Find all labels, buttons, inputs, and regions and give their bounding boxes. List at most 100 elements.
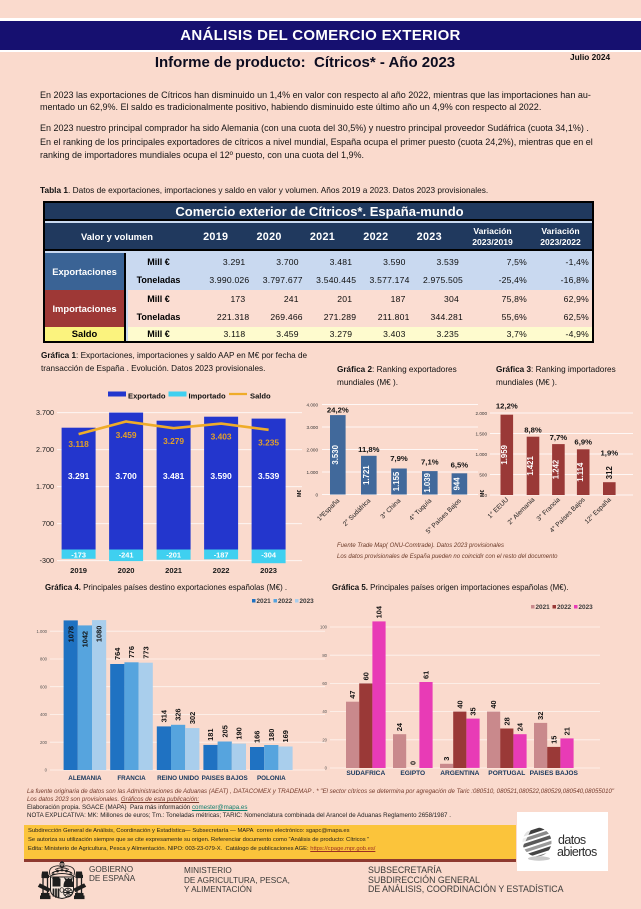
svg-text:Saldo: Saldo (250, 392, 271, 401)
svg-text:60: 60 (361, 672, 370, 680)
svg-text:314: 314 (160, 709, 169, 722)
svg-text:190: 190 (235, 727, 244, 739)
svg-text:2.000: 2.000 (476, 411, 488, 416)
svg-text:1.000: 1.000 (476, 452, 488, 457)
svg-text:M€: M€ (297, 490, 303, 497)
svg-text:776: 776 (127, 646, 136, 658)
svg-text:1.114: 1.114 (576, 462, 585, 482)
svg-text:3.700: 3.700 (115, 471, 137, 481)
svg-text:3.700: 3.700 (36, 408, 54, 417)
svg-text:15: 15 (549, 736, 558, 744)
svg-text:2022: 2022 (213, 566, 230, 575)
svg-text:773: 773 (141, 646, 150, 658)
svg-text:166: 166 (253, 731, 262, 743)
svg-text:1,9%: 1,9% (601, 449, 619, 458)
svg-text:3.481: 3.481 (163, 471, 185, 481)
svg-text:1.721: 1.721 (362, 465, 371, 485)
svg-text:2.000: 2.000 (307, 447, 319, 452)
svg-text:3.279: 3.279 (163, 436, 184, 446)
svg-text:0: 0 (315, 492, 318, 497)
svg-text:24: 24 (516, 722, 525, 731)
svg-text:312: 312 (605, 466, 614, 480)
svg-text:6,5%: 6,5% (451, 461, 469, 470)
svg-text:7,9%: 7,9% (390, 454, 408, 463)
svg-text:302: 302 (188, 712, 197, 724)
svg-text:4° Tuquía: 4° Tuquía (408, 497, 434, 523)
svg-text:4.000: 4.000 (307, 402, 319, 407)
svg-text:80: 80 (322, 653, 327, 658)
svg-text:40: 40 (322, 709, 327, 714)
svg-text:POLONIA: POLONIA (257, 775, 286, 782)
svg-text:700: 700 (42, 519, 54, 528)
svg-text:PAISES BAJOS: PAISES BAJOS (530, 770, 579, 777)
svg-text:40: 40 (455, 700, 464, 708)
svg-text:2021: 2021 (536, 604, 551, 611)
svg-text:3° Francia: 3° Francia (535, 496, 562, 523)
svg-text:1.242: 1.242 (551, 459, 560, 479)
svg-text:200: 200 (40, 740, 48, 745)
svg-text:180: 180 (267, 729, 276, 741)
svg-text:2022: 2022 (557, 604, 572, 611)
svg-text:47: 47 (348, 690, 357, 698)
svg-text:2022: 2022 (278, 598, 293, 605)
svg-text:8,8%: 8,8% (524, 426, 542, 435)
svg-text:2° Alemania: 2° Alemania (506, 496, 537, 527)
svg-text:181: 181 (206, 729, 215, 741)
svg-text:600: 600 (40, 684, 48, 689)
svg-text:3.530: 3.530 (331, 444, 340, 464)
svg-text:FRANCIA: FRANCIA (117, 775, 146, 782)
svg-text:12° España: 12° España (583, 496, 613, 526)
svg-text:Importado: Importado (189, 392, 226, 401)
svg-text:ALEMANIA: ALEMANIA (68, 775, 102, 782)
svg-text:60: 60 (322, 681, 327, 686)
svg-text:3.539: 3.539 (258, 471, 280, 481)
svg-text:1.421: 1.421 (526, 455, 535, 475)
svg-text:-201: -201 (166, 551, 181, 560)
svg-text:1080: 1080 (95, 626, 104, 642)
svg-text:3° China: 3° China (379, 497, 403, 521)
svg-text:0: 0 (408, 761, 417, 765)
svg-text:104: 104 (375, 605, 384, 618)
svg-text:800: 800 (40, 657, 48, 662)
svg-text:1042: 1042 (81, 631, 90, 647)
svg-text:1.039: 1.039 (423, 472, 432, 492)
svg-text:M€: M€ (480, 490, 486, 497)
svg-text:1ªEspaña: 1ªEspaña (316, 497, 341, 522)
svg-text:3.459: 3.459 (116, 430, 137, 440)
svg-text:3.590: 3.590 (210, 471, 232, 481)
svg-text:169: 169 (281, 730, 290, 742)
svg-text:12,2%: 12,2% (496, 402, 518, 411)
svg-text:-241: -241 (119, 551, 134, 560)
svg-text:32: 32 (536, 712, 545, 720)
svg-text:PAISES BAJOS: PAISES BAJOS (202, 775, 248, 782)
svg-text:944: 944 (452, 477, 461, 491)
svg-text:28: 28 (502, 717, 511, 725)
svg-text:764: 764 (113, 647, 122, 660)
svg-text:1.000: 1.000 (307, 470, 319, 475)
svg-text:20: 20 (322, 737, 327, 742)
svg-text:100: 100 (320, 625, 328, 630)
svg-text:11,8%: 11,8% (358, 445, 380, 454)
svg-text:0: 0 (325, 766, 328, 771)
svg-text:2023: 2023 (300, 598, 315, 605)
svg-text:1.500: 1.500 (476, 431, 488, 436)
svg-text:40: 40 (489, 700, 498, 708)
svg-text:2023: 2023 (260, 566, 277, 575)
svg-text:326: 326 (174, 708, 183, 720)
svg-text:24: 24 (395, 722, 404, 731)
svg-text:-173: -173 (71, 551, 86, 560)
svg-text:7,1%: 7,1% (421, 458, 439, 467)
svg-text:1° EEUU: 1° EEUU (486, 496, 511, 521)
svg-text:1.000: 1.000 (37, 629, 48, 634)
svg-text:0: 0 (45, 768, 48, 773)
svg-text:3.118: 3.118 (68, 439, 89, 449)
svg-text:3.000: 3.000 (307, 425, 319, 430)
svg-text:-304: -304 (261, 551, 277, 560)
svg-text:SUDAFRICA: SUDAFRICA (346, 770, 385, 777)
svg-text:2021: 2021 (257, 598, 272, 605)
svg-text:35: 35 (469, 707, 478, 715)
svg-text:PORTUGAL: PORTUGAL (488, 770, 525, 777)
svg-text:2.700: 2.700 (36, 445, 54, 454)
svg-text:0: 0 (484, 493, 487, 498)
svg-text:2020: 2020 (118, 566, 135, 575)
